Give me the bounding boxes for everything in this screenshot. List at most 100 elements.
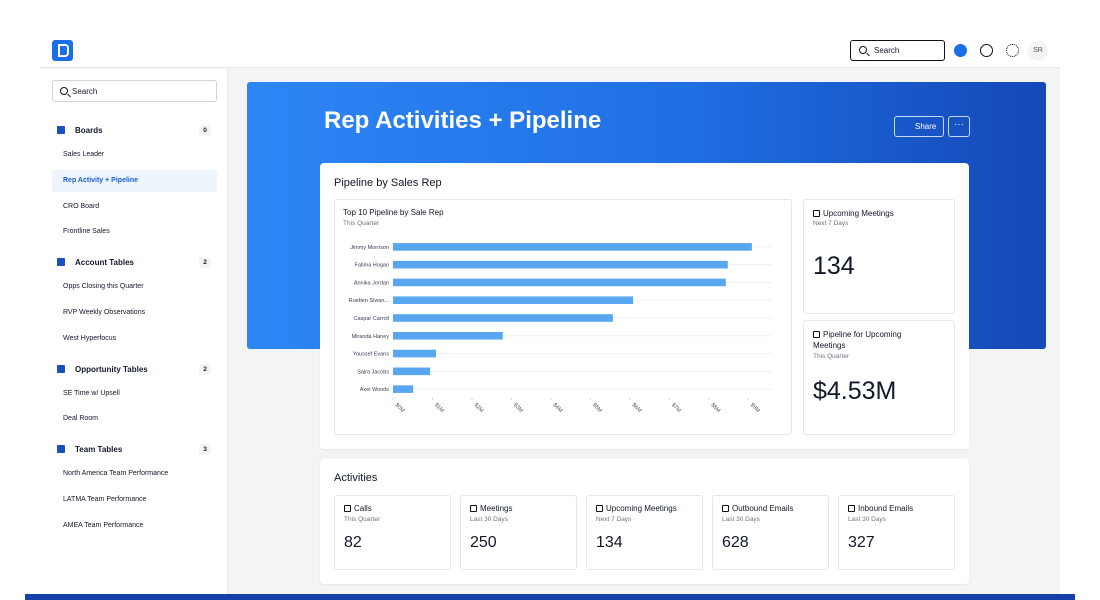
y-tick-label: Miranda Haney (352, 334, 390, 340)
stat-subtitle: Next 7 Days (813, 220, 849, 227)
top-search[interactable]: Search (850, 40, 945, 61)
activity-card[interactable]: Calls This Quarter 82 (334, 495, 451, 570)
sidebar-item[interactable]: Deal Room (63, 415, 99, 423)
pipeline-card: Pipeline by Sales Rep Top 10 Pipeline by… (320, 163, 969, 449)
sidebar-section: Account Tables 2 (40, 251, 228, 273)
section-title: Account Tables (75, 258, 134, 268)
bar (393, 367, 431, 376)
stat-icon (813, 331, 820, 338)
stat-value: 134 (813, 252, 855, 280)
activity-icon (344, 505, 351, 512)
activity-icon (596, 505, 603, 512)
bar (393, 278, 726, 287)
settings-icon[interactable] (1006, 44, 1019, 57)
sidebar-search[interactable]: Search (52, 80, 217, 102)
section-title: Team Tables (75, 445, 123, 455)
activity-card[interactable]: Meetings Last 30 Days 250 (460, 495, 577, 570)
activity-title: Meetings (470, 504, 512, 513)
y-tick-label: Saira Jacobs (357, 369, 389, 375)
activity-subtitle: Last 30 Days (722, 516, 760, 523)
sidebar-item[interactable]: LATMA Team Performance (63, 496, 147, 503)
activity-card[interactable]: Outbound Emails Last 30 Days 628 (712, 495, 829, 570)
section-count: 3 (199, 444, 211, 456)
bar-chart: Jimmy Morrison Fatima Hogan Annika Jordan R… (349, 243, 772, 414)
stat-title-text: Upcoming Meetings (823, 209, 894, 218)
x-tick-label: $4M (552, 402, 564, 414)
status-icon[interactable] (954, 44, 967, 57)
activity-value: 250 (470, 534, 497, 551)
activity-title-text: Meetings (480, 504, 513, 513)
sidebar: Search Boards 0 Sales Leader Rep Activity +… (40, 69, 228, 595)
activity-title: Outbound Emails (722, 504, 793, 513)
sidebar-item[interactable]: Rep Activity + Pipeline (52, 169, 217, 192)
stat-title-text: Pipeline for Upcoming Meetings (813, 330, 902, 350)
y-tick-label: Annika Jordan (354, 280, 389, 286)
x-tick-label: $8M (709, 402, 721, 414)
card-title: Activities (334, 472, 378, 484)
activity-title-text: Upcoming Meetings (606, 504, 677, 513)
stat-subtitle: This Quarter (813, 353, 850, 360)
chart-title: Top 10 Pipeline by Sale Rep (343, 208, 444, 217)
stat-title: Upcoming Meetings (813, 208, 923, 219)
activity-card[interactable]: Inbound Emails Last 30 Days 327 (838, 495, 955, 570)
sidebar-item[interactable]: CRO Board (63, 202, 100, 210)
sidebar-item[interactable]: North America Team Performance (63, 470, 169, 478)
sidebar-item[interactable]: RVP Weekly Observations (63, 309, 146, 316)
chart-card: Top 10 Pipeline by Sale Rep This Quarter… (334, 199, 792, 435)
bar (393, 314, 613, 322)
sidebar-item[interactable]: Sales Leader (63, 151, 105, 158)
activity-subtitle: Next 7 Days (596, 516, 632, 523)
sidebar-section: Boards 0 (40, 119, 228, 141)
activity-title-text: Calls (354, 504, 372, 513)
bar (393, 243, 752, 251)
sidebar-item[interactable]: SE Time w/ Upsell (63, 389, 120, 397)
share-button[interactable]: Share (894, 116, 944, 137)
bottom-stripe (25, 594, 1075, 600)
page-title: Rep Activities + Pipeline (324, 107, 602, 134)
x-tick-label: $1M (433, 402, 445, 414)
activity-card[interactable]: Upcoming Meetings Next 7 Days 134 (586, 495, 703, 570)
sidebar-item[interactable]: Opps Closing this Quarter (63, 283, 144, 291)
activity-title: Calls (344, 504, 372, 513)
bar (393, 349, 437, 358)
section-count: 2 (199, 363, 211, 375)
section-count: 0 (199, 125, 211, 136)
sidebar-item[interactable]: Frontline Sales (63, 228, 110, 236)
stat-card: Pipeline for Upcoming Meetings This Quart… (803, 320, 955, 435)
stat-card: Upcoming Meetings Next 7 Days 134 (803, 199, 955, 314)
section-title: Opportunity Tables (75, 364, 148, 374)
sidebar-item[interactable]: West Hyperfocus (63, 334, 117, 342)
top-bar: Search SR (40, 20, 1060, 68)
x-tick-label: $3M (512, 402, 524, 414)
chart-subtitle: This Quarter (343, 220, 380, 227)
activity-title: Inbound Emails (848, 504, 913, 513)
x-tick-label: $6M (630, 402, 642, 414)
help-icon[interactable] (980, 44, 993, 57)
stat-value: $4.53M (813, 377, 897, 405)
logo[interactable] (52, 40, 73, 61)
y-tick-label: Caspar Carroll (354, 316, 389, 322)
x-tick-label: $9M (749, 402, 761, 414)
search-placeholder: Search (874, 46, 900, 55)
activities-card: Activities Calls This Quarter 82 Meetings La… (320, 459, 969, 584)
search-placeholder: Search (72, 87, 98, 96)
more-button[interactable]: ··· (948, 116, 970, 137)
section-icon (57, 126, 65, 134)
activity-value: 327 (848, 534, 875, 551)
activity-title-text: Inbound Emails (858, 504, 914, 513)
share-label: Share (915, 122, 937, 131)
x-tick-label: $5M (591, 402, 603, 414)
bar (393, 260, 728, 269)
activity-title: Upcoming Meetings (596, 504, 677, 513)
activity-title-text: Outbound Emails (732, 504, 794, 513)
bar (393, 331, 503, 340)
section-count: 2 (199, 257, 211, 269)
y-tick-label: Rueben Siwan... (349, 298, 390, 304)
activity-subtitle: Last 30 Days (848, 516, 886, 523)
section-title: Boards (75, 126, 103, 135)
section-icon (57, 258, 65, 267)
bar (393, 296, 634, 305)
avatar[interactable]: SR (1028, 41, 1048, 61)
sidebar-item[interactable]: AMEA Team Performance (63, 521, 144, 529)
